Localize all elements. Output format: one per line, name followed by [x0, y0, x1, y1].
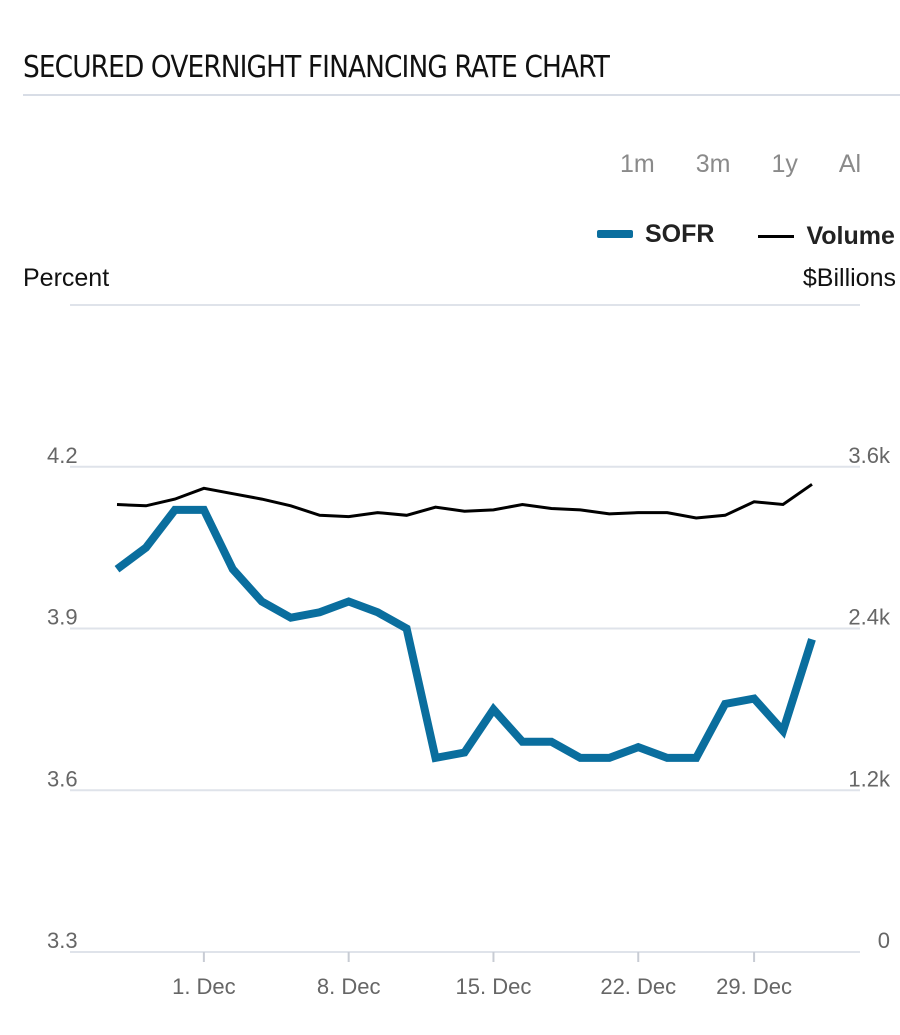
legend-label-volume: Volume	[806, 222, 895, 250]
y-tick-label-left: 3.6	[47, 766, 78, 791]
left-axis-title: Percent	[23, 264, 110, 292]
range-3m-button[interactable]: 3m	[695, 150, 731, 178]
y-tick-label-left: 3.3	[47, 928, 78, 953]
x-tick-label: 22. Dec	[600, 974, 676, 999]
y-tick-label-right: 2.4k	[848, 605, 891, 630]
y-tick-label-right: 1.2k	[848, 766, 891, 791]
title-divider	[23, 94, 900, 96]
x-tick-label: 8. Dec	[317, 974, 381, 999]
y-tick-label-right: 3.6k	[848, 443, 891, 468]
legend-label-sofr: SOFR	[645, 219, 715, 248]
right-axis-title: $Billions	[802, 264, 896, 292]
y-tick-label-right: 0	[878, 928, 890, 953]
legend: SOFR Volume	[597, 216, 900, 251]
sofr-series-line	[114, 505, 816, 763]
x-tick-label: 29. Dec	[716, 974, 792, 999]
y-tick-label-left: 4.2	[47, 443, 78, 468]
y-tick-label-left: 3.9	[47, 605, 78, 630]
volume-series-line	[116, 483, 813, 520]
sofr-swatch	[597, 230, 633, 238]
range-1m-button[interactable]: 1m	[620, 150, 655, 178]
range-all-button[interactable]: Al	[838, 150, 862, 178]
volume-swatch	[758, 235, 795, 238]
x-tick-label: 1. Dec	[172, 974, 236, 999]
range-1y-button[interactable]: 1y	[771, 150, 798, 178]
x-tick-label: 15. Dec	[456, 974, 532, 999]
legend-item-volume[interactable]: Volume	[758, 222, 895, 251]
legend-item-sofr[interactable]: SOFR	[597, 220, 714, 249]
page-title: SECURED OVERNIGHT FINANCING RATE CHART	[23, 50, 610, 85]
range-selector: 1m 3m 1y Al	[620, 150, 900, 179]
